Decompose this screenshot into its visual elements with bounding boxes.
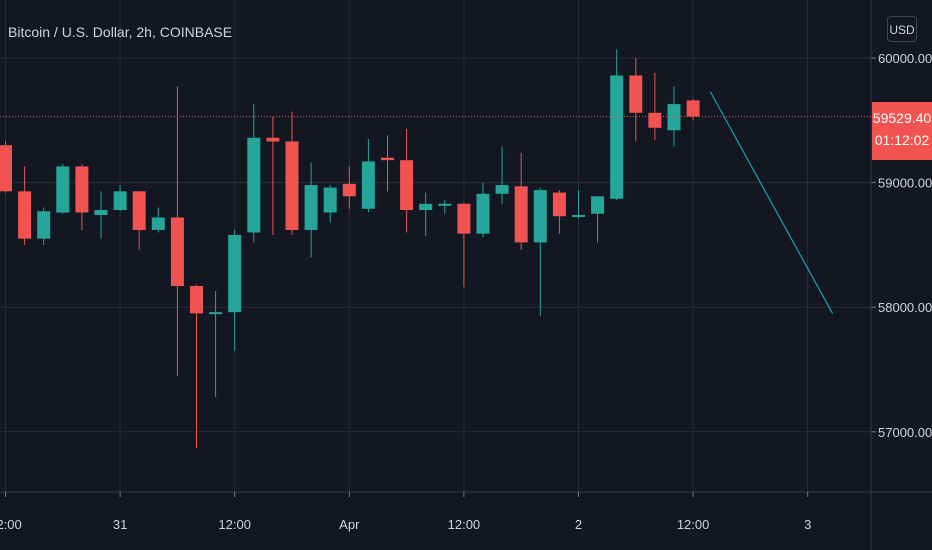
candle-body-down <box>629 75 643 113</box>
currency-button[interactable]: USD <box>887 16 917 42</box>
candle-body-down <box>400 160 414 211</box>
candle-body-up <box>56 166 70 213</box>
candle-body-down <box>381 157 394 161</box>
x-tick-label: 12:00 <box>218 517 251 532</box>
candle-body-up <box>476 193 490 234</box>
candle-body-down <box>132 191 146 230</box>
last-price-tag: 59529.40 01:12:02 <box>872 102 932 160</box>
x-tick-label: 12:00 <box>448 517 481 532</box>
symbol-title[interactable]: Bitcoin / U.S. Dollar, 2h, COINBASE <box>8 24 233 40</box>
candle-body-down <box>552 192 566 217</box>
candle-body-up <box>94 210 108 215</box>
x-tick-label: 31 <box>113 517 127 532</box>
candle-body-down <box>648 112 662 128</box>
candle-body-up <box>113 191 127 211</box>
candle-body-up <box>572 214 585 217</box>
candle-body-up <box>591 196 605 214</box>
x-tick-label: 12:00 <box>677 517 710 532</box>
countdown-timer: 01:12:02 <box>874 132 930 148</box>
candle-body-down <box>190 286 203 314</box>
candle-body-up <box>495 185 509 194</box>
candle-body-up <box>209 312 223 315</box>
candle-body-up <box>438 203 452 206</box>
candle-body-down <box>686 100 700 117</box>
candle-body-down <box>285 141 299 230</box>
candle-body-up <box>37 211 51 239</box>
x-tick-label: 12:00 <box>0 517 22 532</box>
trend-line <box>709 91 834 314</box>
candle-body-down <box>18 191 32 239</box>
x-tick-label: 2 <box>575 517 582 532</box>
candle-body-down <box>170 217 184 287</box>
x-tick-label: 3 <box>804 517 811 532</box>
candle-body-up <box>151 217 165 230</box>
candle-body-up <box>228 234 242 313</box>
candle-body-down <box>342 183 356 197</box>
candle-body-down <box>457 203 471 234</box>
y-tick-label: 58000.00 <box>878 300 932 315</box>
candle-body-up <box>667 104 681 131</box>
candle-body-up <box>304 185 318 230</box>
candle-body-up <box>610 75 624 199</box>
candle-body-down <box>266 137 280 142</box>
candle-body-up <box>247 137 261 233</box>
y-tick-label: 60000.00 <box>878 51 932 66</box>
candle-body-down <box>75 166 89 213</box>
x-tick-label: Apr <box>339 517 360 532</box>
y-tick-label: 57000.00 <box>878 425 932 440</box>
candle-body-up <box>323 187 337 213</box>
candle-body-up <box>361 161 375 209</box>
candle-body-down <box>514 186 528 243</box>
y-tick-label: 59000.00 <box>878 176 932 191</box>
candle-body-up <box>419 203 433 211</box>
candle-body-up <box>533 190 547 243</box>
candle-body-down <box>0 145 12 192</box>
last-price-value: 59529.40 <box>872 110 932 126</box>
